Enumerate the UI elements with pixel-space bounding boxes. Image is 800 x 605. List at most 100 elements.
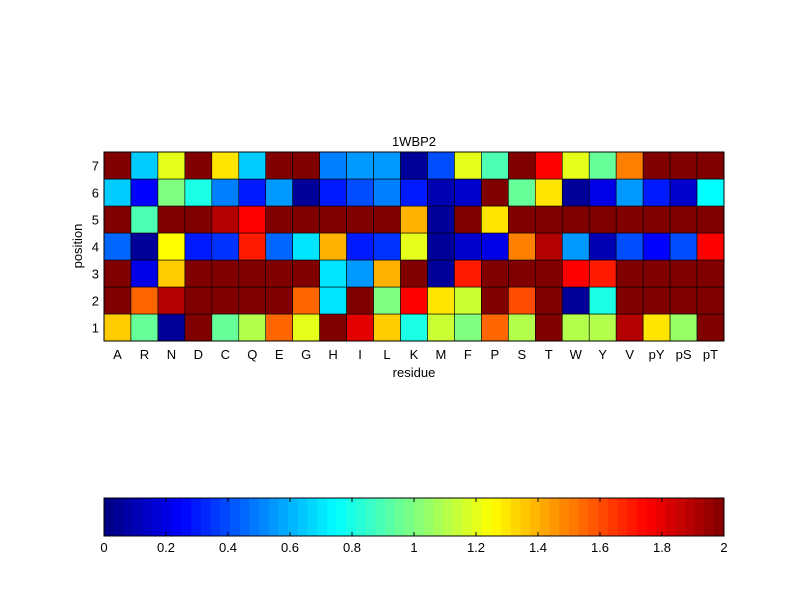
heatmap-cell-H-1	[319, 313, 347, 342]
heatmap-cell-A-3	[103, 259, 132, 288]
heatmap-cell-I-6	[346, 178, 374, 207]
heatmap-cell-F-7	[454, 151, 482, 180]
heatmap-cell-N-1	[157, 313, 186, 342]
heatmap-cell-K-3	[400, 259, 428, 288]
heatmap-cell-G-6	[292, 178, 320, 207]
heatmap-cell-F-4	[454, 232, 482, 261]
colorbar-step	[588, 498, 599, 536]
heatmap-cell-S-5	[508, 205, 536, 234]
colorbar-step	[375, 498, 386, 536]
heatmap-cell-C-4	[211, 232, 240, 261]
heatmap-cell-pT-4	[696, 232, 725, 261]
colorbar-step	[549, 498, 560, 536]
heatmap-cell-A-2	[103, 286, 132, 315]
colorbar-step	[239, 498, 250, 536]
colorbar-step	[627, 498, 638, 536]
heatmap-cell-N-4	[157, 232, 186, 261]
heatmap-cell-Y-2	[588, 286, 617, 315]
heatmap-cell-K-1	[400, 313, 428, 342]
y-tick-label: 7	[92, 159, 99, 174]
colorbar-step	[113, 498, 124, 536]
x-tick-label: L	[383, 347, 390, 362]
heatmap-cell-G-2	[292, 286, 320, 315]
colorbar-step	[104, 498, 115, 536]
x-tick-label: pS	[676, 347, 692, 362]
colorbar-step	[694, 498, 706, 536]
colorbar-step	[297, 498, 308, 536]
x-tick-label: V	[625, 347, 634, 362]
heatmap-cell-pS-6	[669, 178, 698, 207]
heatmap-cell-N-3	[157, 259, 186, 288]
colorbar-step	[607, 498, 618, 536]
heatmap-cell-K-5	[400, 205, 428, 234]
heatmap-cell-S-2	[508, 286, 536, 315]
heatmap-cell-F-6	[454, 178, 482, 207]
heatmap-cell-M-2	[427, 286, 455, 315]
heatmap-cell-T-2	[535, 286, 563, 315]
colorbar-step	[539, 498, 551, 536]
heatmap-cell-K-2	[400, 286, 428, 315]
colorbar-step	[559, 498, 570, 536]
x-tick-label: M	[436, 347, 447, 362]
heatmap-cell-Q-6	[238, 178, 267, 207]
heatmap-cell-S-6	[508, 178, 536, 207]
colorbar-step	[326, 498, 337, 536]
x-tick-label: S	[517, 347, 526, 362]
y-tick-label: 5	[92, 213, 99, 228]
heatmap-cell-A-1	[103, 313, 132, 342]
x-tick-label: Q	[247, 347, 257, 362]
heatmap-cell-N-5	[157, 205, 186, 234]
x-tick-label: T	[545, 347, 553, 362]
heatmap-cell-G-3	[292, 259, 320, 288]
colorbar-step	[210, 498, 221, 536]
heatmap-cell-pT-5	[696, 205, 725, 234]
heatmap-cell-A-7	[103, 151, 132, 180]
heatmap-cell-T-6	[535, 178, 563, 207]
heatmap-cell-M-6	[427, 178, 455, 207]
colorbar-step	[423, 498, 434, 536]
heatmap-cell-F-3	[454, 259, 482, 288]
heatmap-cell-D-2	[184, 286, 213, 315]
colorbar-tick-label: 1	[410, 540, 417, 555]
x-tick-label: P	[491, 347, 500, 362]
colorbar-step	[578, 498, 589, 536]
heatmap-cell-I-7	[346, 151, 374, 180]
y-tick-labels: 1 2 3 4 5 6 7	[92, 159, 99, 336]
heatmap-cell-K-7	[400, 151, 428, 180]
heatmap-cell-K-6	[400, 178, 428, 207]
heatmap-cell-L-3	[373, 259, 401, 288]
heatmap-cell-L-4	[373, 232, 401, 261]
heatmap-cell-D-6	[184, 178, 213, 207]
heatmap-cell-Q-2	[238, 286, 267, 315]
heatmap-cell-W-4	[561, 232, 590, 261]
colorbar-step	[162, 498, 173, 536]
heatmap-cell-F-5	[454, 205, 482, 234]
x-tick-label: E	[275, 347, 284, 362]
colorbar-tick-label: 0	[100, 540, 107, 555]
heatmap-cell-pT-1	[696, 313, 725, 342]
heatmap-cell-Y-7	[588, 151, 617, 180]
colorbar-step	[268, 498, 279, 536]
heatmap-cell-pS-3	[669, 259, 698, 288]
plot-frame	[103, 151, 725, 342]
heatmap-cell-A-6	[103, 178, 132, 207]
heatmap-cell-W-1	[561, 313, 590, 342]
x-tick-label: G	[301, 347, 311, 362]
heatmap-cell-pS-2	[669, 286, 698, 315]
colorbar-step	[171, 498, 182, 536]
heatmap-cell-L-2	[373, 286, 401, 315]
heatmap-cell-E-7	[265, 151, 293, 180]
heatmap-cell-L-5	[373, 205, 401, 234]
colorbar-tick-labels: 0 0.2 0.4 0.6 0.8 1 1.2 1.4 1.6 1.8 2	[100, 498, 728, 555]
heatmap-cell-F-1	[454, 313, 482, 342]
colorbar-step	[501, 498, 512, 536]
heatmap-cell-S-1	[508, 313, 536, 342]
heatmap-cell-pT-6	[696, 178, 725, 207]
heatmap-cell-H-5	[319, 205, 347, 234]
colorbar-step	[675, 498, 686, 536]
heatmap-cell-Y-3	[588, 259, 617, 288]
heatmap-cell-C-6	[211, 178, 240, 207]
x-tick-label: N	[167, 347, 176, 362]
